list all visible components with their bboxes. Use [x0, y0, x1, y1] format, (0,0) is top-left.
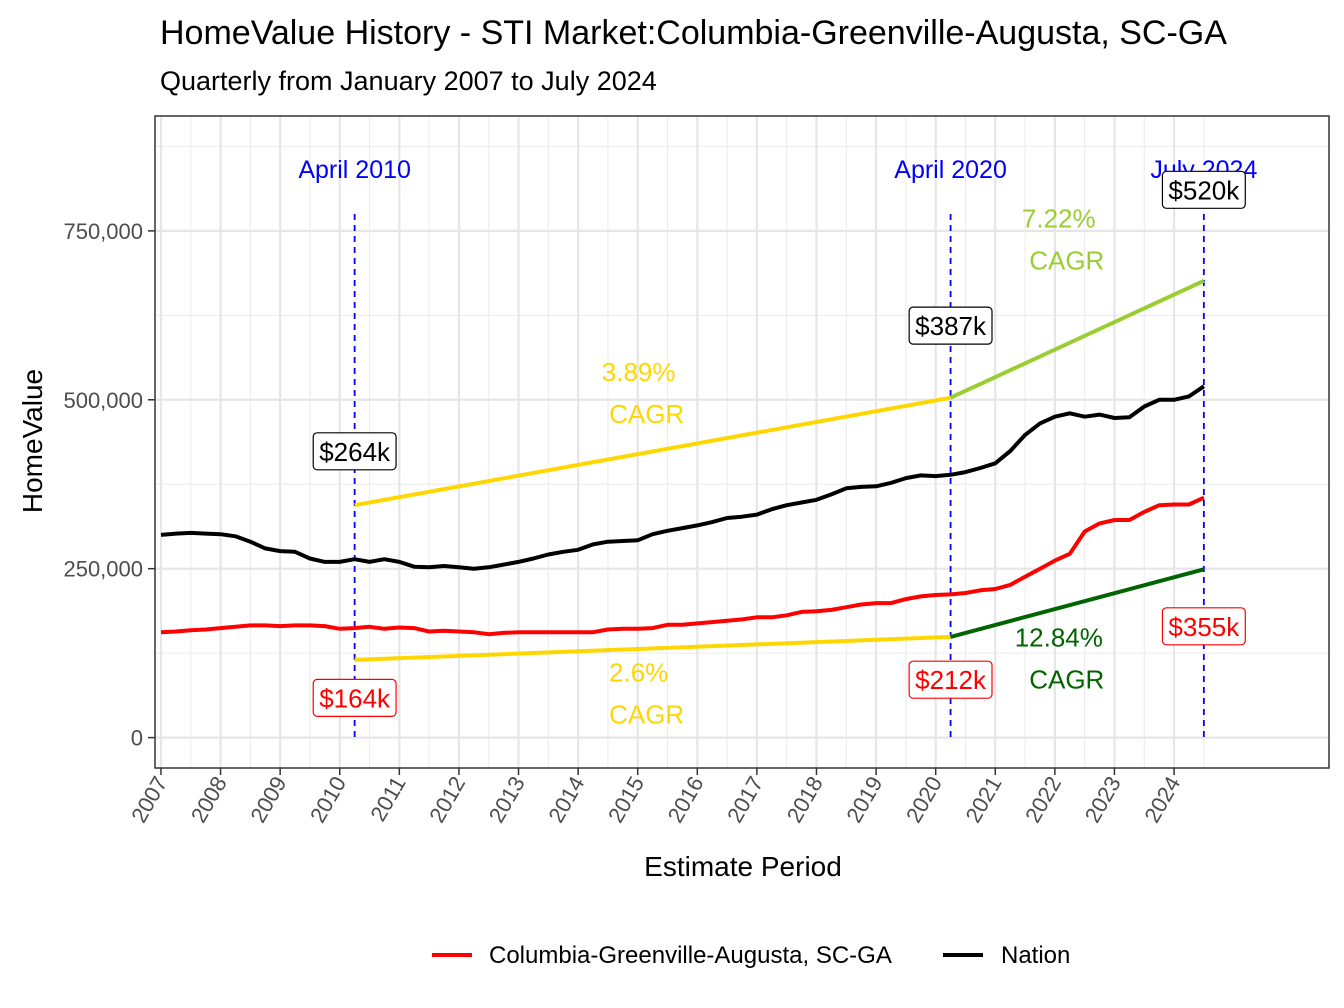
- x-tick-label: 2016: [663, 772, 709, 827]
- value-label: $355k: [1161, 607, 1246, 646]
- x-tick-label: 2020: [901, 772, 947, 827]
- cagr-trend-line: [949, 279, 1205, 400]
- series-line: [160, 384, 1206, 571]
- x-tick-label: 2018: [782, 772, 828, 827]
- value-label: $164k: [312, 678, 397, 718]
- value-label-box: [1161, 170, 1246, 209]
- x-tick-label: 2008: [186, 772, 232, 827]
- cagr-value-label: 7.22%: [1022, 203, 1096, 233]
- legend-label-nation: Nation: [1001, 942, 1070, 969]
- cagr-suffix-label: CAGR: [609, 700, 684, 730]
- x-tick-label: 2013: [484, 772, 530, 827]
- value-label-box: [908, 306, 993, 345]
- legend: Columbia-Greenville-Augusta, SC-GA Nation: [432, 942, 1070, 969]
- x-tick-label: 2009: [245, 772, 291, 827]
- x-tick-label: 2012: [424, 772, 470, 827]
- x-axis: 2007 2008 2009 2010 2011 2012 2013 2014 2015 2016…: [126, 768, 1185, 827]
- x-tick-label: 2024: [1139, 772, 1185, 827]
- x-tick-label: 2021: [960, 772, 1006, 827]
- value-label-text: $520k: [1168, 175, 1240, 205]
- x-tick-label: 2015: [603, 772, 649, 827]
- value-label-box: [908, 660, 993, 699]
- event-label: April 2020: [894, 156, 1007, 184]
- cagr-value-label: 2.6%: [609, 658, 668, 688]
- x-tick-label: 2014: [543, 772, 589, 827]
- series-lines: [160, 384, 1206, 637]
- y-axis: 0 250,000 500,000 750,000: [63, 219, 155, 751]
- value-label-text: $164k: [319, 683, 391, 713]
- value-label-text: $387k: [915, 311, 987, 341]
- value-label: $212k: [908, 660, 993, 699]
- x-tick-label: 2022: [1020, 772, 1066, 827]
- chart-subtitle: Quarterly from January 2007 to July 2024: [160, 66, 657, 96]
- x-tick-label: 2010: [305, 772, 351, 827]
- value-label-box: [312, 678, 397, 718]
- value-label: $264k: [312, 432, 397, 471]
- grid-lines: [155, 116, 1329, 768]
- x-axis-title: Estimate Period: [644, 851, 842, 882]
- y-tick-label: 250,000: [63, 557, 143, 582]
- cagr-trend-line: [354, 395, 951, 508]
- cagr-suffix-label: CAGR: [1029, 245, 1104, 275]
- value-label-text: $264k: [319, 437, 391, 467]
- value-label: $520k: [1161, 170, 1246, 209]
- value-label-text: $212k: [915, 665, 987, 695]
- cagr-suffix-label: CAGR: [1029, 664, 1104, 694]
- event-label: April 2010: [298, 156, 411, 184]
- x-tick-label: 2017: [722, 772, 768, 827]
- x-tick-label: 2011: [365, 772, 410, 825]
- value-label-box: [1161, 607, 1246, 646]
- y-tick-label: 0: [131, 726, 143, 751]
- legend-label-columbia: Columbia-Greenville-Augusta, SC-GA: [489, 942, 892, 969]
- annotations: $264k $387k $520k $164k $212k $355k: [312, 170, 1246, 718]
- series-line: [160, 495, 1205, 637]
- y-tick-label: 500,000: [63, 388, 143, 413]
- cagr-trend-line: [354, 634, 951, 662]
- cagr-suffix-label: CAGR: [609, 399, 684, 429]
- event-lines: April 2010 April 2020 July 2024: [298, 156, 1257, 738]
- y-axis-title: HomeValue: [17, 369, 48, 513]
- x-tick-label: 2019: [841, 772, 887, 827]
- cagr-value-label: 12.84%: [1015, 622, 1103, 652]
- x-tick-label: 2007: [126, 772, 172, 827]
- value-label: $387k: [908, 306, 993, 345]
- cagr-value-label: 3.89%: [602, 357, 676, 387]
- cagr-trend-lines: 3.89% CAGR 7.22% CAGR 2.6% CAGR 12.84% CAGR: [354, 203, 1205, 730]
- plot-panel-border: [154, 115, 1330, 769]
- chart-title: HomeValue History - STI Market:Columbia-…: [160, 14, 1227, 52]
- value-label-text: $355k: [1168, 612, 1240, 642]
- y-tick-label: 750,000: [63, 219, 143, 244]
- value-label-box: [312, 432, 397, 471]
- cagr-trend-line: [950, 567, 1205, 639]
- x-tick-label: 2023: [1080, 772, 1126, 827]
